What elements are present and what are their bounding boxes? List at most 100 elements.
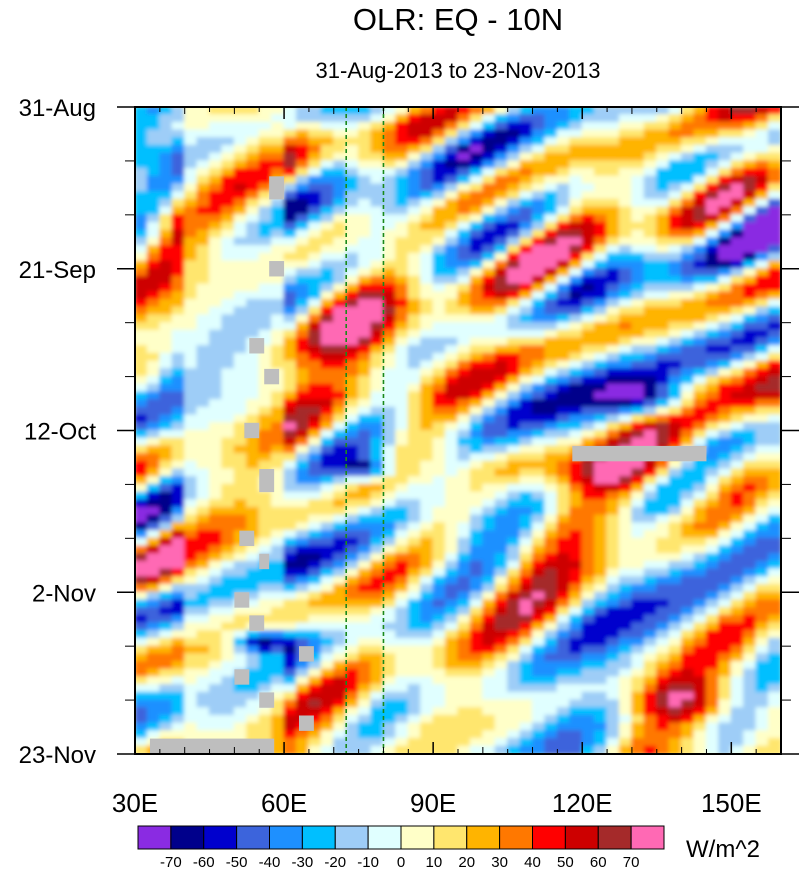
heatmap-cell xyxy=(283,229,298,239)
heatmap-cell xyxy=(382,691,397,701)
heatmap-cell xyxy=(668,275,683,285)
heatmap-cell xyxy=(370,645,385,655)
heatmap-cell xyxy=(444,429,459,439)
heatmap-cell xyxy=(358,375,372,385)
heatmap-cell xyxy=(469,383,484,393)
heatmap-cell xyxy=(407,707,422,717)
heatmap-cell xyxy=(767,460,781,470)
heatmap-cell xyxy=(718,121,732,131)
heatmap-cell xyxy=(618,406,633,416)
heatmap-cell xyxy=(482,622,496,632)
heatmap-cell xyxy=(556,383,571,393)
heatmap-cell xyxy=(457,291,472,301)
heatmap-cell xyxy=(494,445,509,455)
heatmap-cell xyxy=(718,499,732,509)
heatmap-cell xyxy=(494,306,509,316)
heatmap-cell xyxy=(681,368,695,378)
heatmap-cell xyxy=(196,722,211,732)
heatmap-cell xyxy=(656,460,670,470)
heatmap-cell xyxy=(233,175,248,185)
heatmap-cell xyxy=(233,622,248,632)
heatmap-cell xyxy=(208,114,223,124)
heatmap-cell xyxy=(469,414,484,424)
heatmap-cell xyxy=(320,268,335,278)
heatmap-cell xyxy=(718,530,732,539)
heatmap-cell xyxy=(556,314,571,324)
heatmap-cell xyxy=(370,298,385,308)
heatmap-cell xyxy=(544,121,558,131)
heatmap-cell xyxy=(320,275,335,285)
heatmap-cell xyxy=(159,175,173,185)
heatmap-cell xyxy=(221,337,235,347)
heatmap-cell xyxy=(531,252,546,262)
heatmap-cell xyxy=(569,591,583,601)
heatmap-cell xyxy=(767,414,781,424)
heatmap-cell xyxy=(457,437,472,447)
heatmap-cell xyxy=(457,107,472,116)
heatmap-cell xyxy=(631,568,645,578)
heatmap-cell xyxy=(159,275,173,285)
heatmap-cell xyxy=(457,306,472,316)
heatmap-cell xyxy=(519,630,534,640)
heatmap-cell xyxy=(767,506,781,516)
heatmap-cell xyxy=(718,699,732,709)
heatmap-cell xyxy=(184,476,198,486)
heatmap-cell xyxy=(631,737,645,747)
heatmap-cell xyxy=(693,745,708,754)
heatmap-cell xyxy=(184,722,198,732)
heatmap-cell xyxy=(531,545,546,555)
heatmap-cell xyxy=(407,252,422,262)
heatmap-cell xyxy=(333,368,347,378)
heatmap-cell xyxy=(258,614,273,624)
heatmap-cell xyxy=(594,560,608,570)
heatmap-cell xyxy=(208,306,223,316)
heatmap-cell xyxy=(444,668,459,678)
heatmap-cell xyxy=(544,107,558,116)
heatmap-cell xyxy=(208,237,223,247)
heatmap-cell xyxy=(656,668,670,678)
heatmap-cell xyxy=(531,160,546,170)
heatmap-cell xyxy=(345,583,360,593)
heatmap-cell xyxy=(718,191,732,201)
heatmap-cell xyxy=(656,283,670,293)
heatmap-cell xyxy=(432,707,447,717)
heatmap-cell xyxy=(271,653,285,663)
heatmap-cell xyxy=(196,137,211,147)
heatmap-cell xyxy=(370,144,385,154)
heatmap-cell xyxy=(618,337,633,347)
heatmap-cell xyxy=(171,137,186,147)
heatmap-cell xyxy=(196,506,211,516)
heatmap-cell xyxy=(159,476,173,486)
heatmap-cell xyxy=(705,506,720,516)
heatmap-cell xyxy=(693,576,708,586)
heatmap-cell xyxy=(444,476,459,486)
heatmap-cell xyxy=(283,483,298,493)
colorbar-unit-label: W/m^2 xyxy=(686,836,760,863)
heatmap-cell xyxy=(556,653,571,663)
heatmap-cell xyxy=(730,491,745,501)
heatmap-cell xyxy=(246,468,260,478)
heatmap-cell xyxy=(494,506,509,516)
heatmap-cell xyxy=(482,506,496,516)
heatmap-cell xyxy=(457,298,472,308)
heatmap-cell xyxy=(135,175,149,185)
heatmap-cell xyxy=(246,730,260,740)
heatmap-cell xyxy=(656,337,670,347)
heatmap-cell xyxy=(233,491,248,501)
heatmap-cell xyxy=(171,221,186,231)
heatmap-cell xyxy=(196,730,211,740)
heatmap-cell xyxy=(507,221,521,231)
heatmap-cell xyxy=(643,268,658,278)
heatmap-cell xyxy=(258,499,273,509)
heatmap-cell xyxy=(333,414,347,424)
heatmap-cell xyxy=(482,406,496,416)
heatmap-cell xyxy=(233,368,248,378)
heatmap-cell xyxy=(395,668,409,678)
heatmap-cell xyxy=(333,737,347,747)
heatmap-cell xyxy=(494,114,509,124)
heatmap-cell xyxy=(730,375,745,385)
heatmap-cell xyxy=(420,560,434,570)
heatmap-cell xyxy=(184,668,198,678)
heatmap-cell xyxy=(767,314,781,324)
heatmap-cell xyxy=(594,660,608,670)
